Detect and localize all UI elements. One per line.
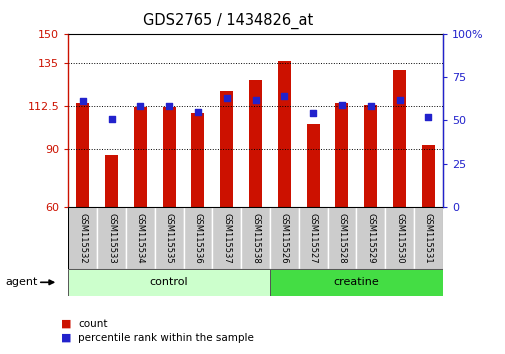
Bar — [76, 103, 89, 207]
Bar — [277, 61, 290, 207]
Bar — [241, 207, 269, 269]
Bar — [105, 155, 118, 207]
Point — [395, 97, 403, 102]
Text: GSM115533: GSM115533 — [107, 213, 116, 263]
Text: ■: ■ — [61, 333, 71, 343]
Bar — [162, 107, 175, 207]
Point — [251, 97, 259, 102]
Bar — [212, 207, 241, 269]
Text: control: control — [149, 277, 188, 287]
Text: GSM115536: GSM115536 — [193, 213, 202, 263]
Text: GSM115537: GSM115537 — [222, 213, 231, 263]
Text: GSM115527: GSM115527 — [308, 213, 317, 263]
Bar — [126, 207, 155, 269]
Bar — [421, 145, 434, 207]
Text: GDS2765 / 1434826_at: GDS2765 / 1434826_at — [142, 12, 312, 29]
Bar — [191, 113, 204, 207]
Bar — [298, 207, 327, 269]
Bar — [248, 80, 262, 207]
Bar — [364, 105, 377, 207]
Bar — [68, 269, 269, 296]
Bar — [392, 70, 405, 207]
Bar — [269, 207, 298, 269]
Point — [424, 114, 432, 120]
Bar — [183, 207, 212, 269]
Point — [309, 110, 317, 116]
Text: count: count — [78, 319, 108, 329]
Point — [107, 116, 115, 121]
Point — [366, 104, 374, 109]
Text: GSM115535: GSM115535 — [164, 213, 173, 263]
Point — [193, 109, 201, 115]
Point — [337, 102, 345, 108]
Text: GSM115538: GSM115538 — [250, 213, 260, 263]
Bar — [306, 124, 319, 207]
Bar — [269, 269, 442, 296]
Bar — [220, 91, 233, 207]
Point — [222, 95, 230, 101]
Text: GSM115530: GSM115530 — [394, 213, 403, 263]
Point — [78, 98, 86, 104]
Text: GSM115534: GSM115534 — [135, 213, 144, 263]
Bar — [97, 207, 126, 269]
Bar — [155, 207, 183, 269]
Text: agent: agent — [5, 277, 37, 287]
Text: percentile rank within the sample: percentile rank within the sample — [78, 333, 254, 343]
Text: GSM115528: GSM115528 — [337, 213, 346, 263]
Text: GSM115532: GSM115532 — [78, 213, 87, 263]
Point — [280, 93, 288, 99]
Text: GSM115529: GSM115529 — [366, 213, 375, 263]
Bar — [356, 207, 384, 269]
Bar — [335, 103, 348, 207]
Bar — [413, 207, 442, 269]
Text: GSM115531: GSM115531 — [423, 213, 432, 263]
Bar — [327, 207, 356, 269]
Bar — [134, 107, 146, 207]
Bar — [384, 207, 413, 269]
Point — [136, 104, 144, 109]
Text: ■: ■ — [61, 319, 71, 329]
Bar — [68, 207, 97, 269]
Point — [165, 104, 173, 109]
Text: GSM115526: GSM115526 — [279, 213, 288, 263]
Text: creatine: creatine — [333, 277, 378, 287]
